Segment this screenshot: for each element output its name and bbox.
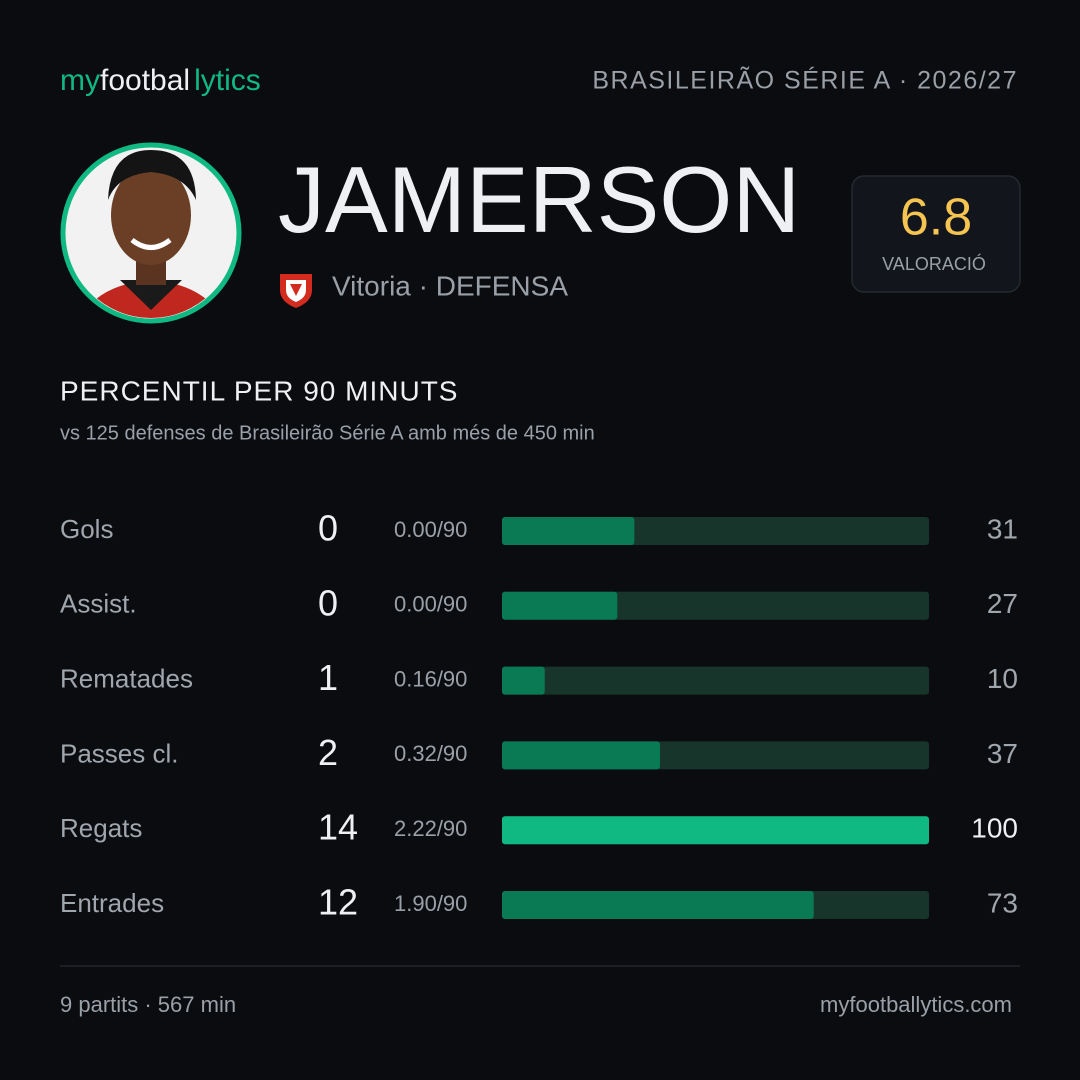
percentile: 100 — [971, 813, 1018, 844]
bar-track — [502, 666, 929, 695]
percentile: 31 — [987, 513, 1018, 544]
bar — [502, 816, 929, 845]
rating-box — [851, 175, 1021, 293]
section-title: PERCENTIL PER 90 MINUTS — [60, 375, 458, 406]
section-subtitle: vs 125 defenses de Brasileirão Série A a… — [60, 422, 595, 444]
rating: 6.8 — [900, 189, 972, 247]
league: BRASILEIRÃO SÉRIE A · 2026/27 — [592, 66, 1018, 95]
team-line: Vitoria · DEFENSA — [332, 270, 568, 301]
stat-total: 1 — [318, 657, 338, 698]
stat-total: 14 — [318, 807, 358, 848]
team-crest — [280, 274, 312, 308]
stat-label: Gols — [60, 514, 113, 544]
rating-label: VALORACIÓ — [882, 253, 986, 274]
stat-label: Entrades — [60, 888, 164, 918]
stat-per90: 0.32/90 — [394, 741, 467, 766]
brand-part: lytics — [194, 64, 261, 97]
bar — [502, 741, 660, 770]
percentile: 27 — [987, 588, 1018, 619]
percentile: 10 — [987, 663, 1018, 694]
stat-per90: 0.00/90 — [394, 592, 467, 617]
stat-label: Assist. — [60, 589, 137, 619]
stat-per90: 2.22/90 — [394, 816, 467, 841]
stat-per90: 0.16/90 — [394, 666, 467, 691]
stat-total: 0 — [318, 508, 338, 549]
brand-part: my — [60, 64, 100, 97]
stat-total: 12 — [318, 882, 358, 923]
stat-rows: Gols 0 0.00/90 31 Assist. 0 0.00/90 27 Rematades… — [60, 508, 1018, 923]
stat-total: 2 — [318, 732, 338, 773]
bar — [502, 517, 635, 545]
stat-total: 0 — [318, 582, 338, 623]
bar — [502, 666, 545, 695]
stat-label: Passes cl. — [60, 738, 179, 768]
footer-right: myfootballytics.com — [820, 992, 1012, 1017]
percentile: 37 — [987, 738, 1018, 769]
brand-part: footbal — [100, 64, 190, 97]
stat-label: Regats — [60, 813, 142, 843]
stat-label: Rematades — [60, 663, 193, 693]
stat-per90: 0.00/90 — [394, 517, 467, 542]
bar — [502, 891, 814, 919]
brand: myfootbal lytics — [60, 64, 261, 97]
player-name: JAMERSON — [278, 147, 800, 252]
percentile: 73 — [987, 887, 1018, 918]
stat-per90: 1.90/90 — [394, 891, 467, 916]
avatar — [60, 142, 242, 324]
footer-left: 9 partits · 567 min — [60, 992, 236, 1017]
bar — [502, 591, 618, 620]
